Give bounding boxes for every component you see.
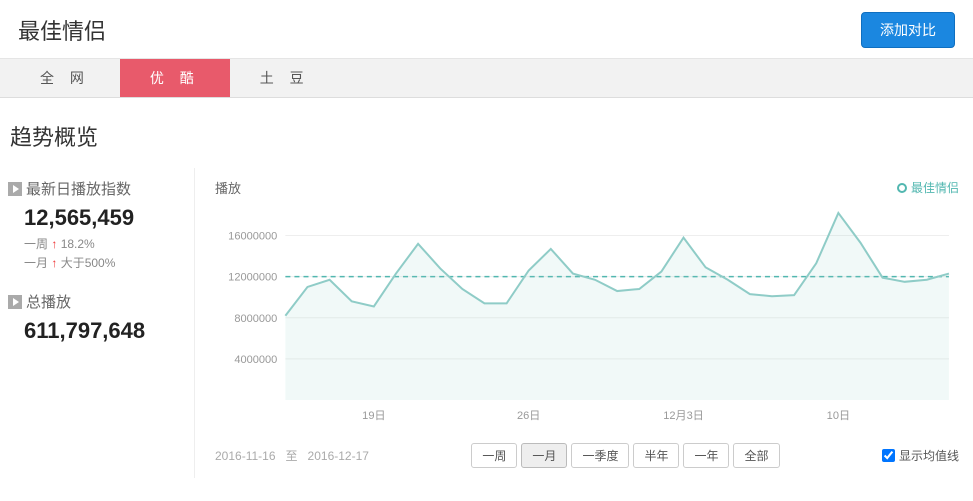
latest-title: 最新日播放指数: [26, 178, 131, 199]
date-range: 2016-11-16 至 2016-12-17: [215, 447, 369, 464]
range-buttons: 一周一月一季度半年一年全部: [471, 443, 779, 468]
month-change: 大于500%: [61, 256, 116, 270]
play-icon: [8, 182, 22, 196]
svg-text:10日: 10日: [827, 410, 850, 422]
stats-panel: 最新日播放指数 12,565,459 一周 ↑ 18.2% 一月 ↑ 大于500…: [0, 168, 195, 478]
svg-text:26日: 26日: [517, 410, 540, 422]
svg-text:12000000: 12000000: [228, 272, 277, 284]
play-icon: [8, 295, 22, 309]
up-arrow-icon: ↑: [51, 237, 60, 251]
tab-1[interactable]: 优 酷: [120, 59, 230, 97]
svg-text:12月3日: 12月3日: [663, 410, 704, 422]
line-chart: 4000000 8000000 12000000 16000000 19日 26日 12月3…: [215, 205, 959, 425]
total-title: 总播放: [26, 291, 71, 312]
legend-label: 最佳情侣: [911, 179, 959, 196]
chart-panel: 播放 最佳情侣 4000000 8000000 12000000 16000000 19…: [195, 168, 973, 478]
month-label: 一月: [24, 256, 48, 270]
chart-title: 播放: [215, 178, 241, 197]
range-button[interactable]: 一季度: [571, 443, 629, 468]
show-avg-checkbox[interactable]: 显示均值线: [882, 447, 959, 464]
week-change: 18.2%: [61, 237, 95, 251]
add-compare-button[interactable]: 添加对比: [861, 12, 955, 48]
range-button[interactable]: 一月: [521, 443, 567, 468]
range-button[interactable]: 一周: [471, 443, 517, 468]
range-button[interactable]: 半年: [633, 443, 679, 468]
chart-legend[interactable]: 最佳情侣: [897, 179, 959, 196]
total-value: 611,797,648: [8, 318, 194, 344]
up-arrow-icon: ↑: [51, 256, 60, 270]
tab-2[interactable]: 土 豆: [230, 59, 340, 97]
avg-checkbox-label: 显示均值线: [899, 447, 959, 464]
source-tabs: 全 网优 酷土 豆: [0, 59, 973, 98]
page-title: 最佳情侣: [18, 14, 106, 46]
avg-checkbox-input[interactable]: [882, 449, 895, 462]
svg-text:19日: 19日: [362, 410, 385, 422]
range-button[interactable]: 一年: [683, 443, 729, 468]
svg-text:4000000: 4000000: [234, 354, 277, 366]
section-title: 趋势概览: [0, 98, 973, 168]
svg-text:8000000: 8000000: [234, 313, 277, 325]
week-label: 一周: [24, 237, 48, 251]
svg-text:16000000: 16000000: [228, 231, 277, 243]
tab-0[interactable]: 全 网: [10, 59, 120, 97]
latest-value: 12,565,459: [8, 205, 194, 231]
legend-dot-icon: [897, 183, 907, 193]
range-button[interactable]: 全部: [733, 443, 779, 468]
